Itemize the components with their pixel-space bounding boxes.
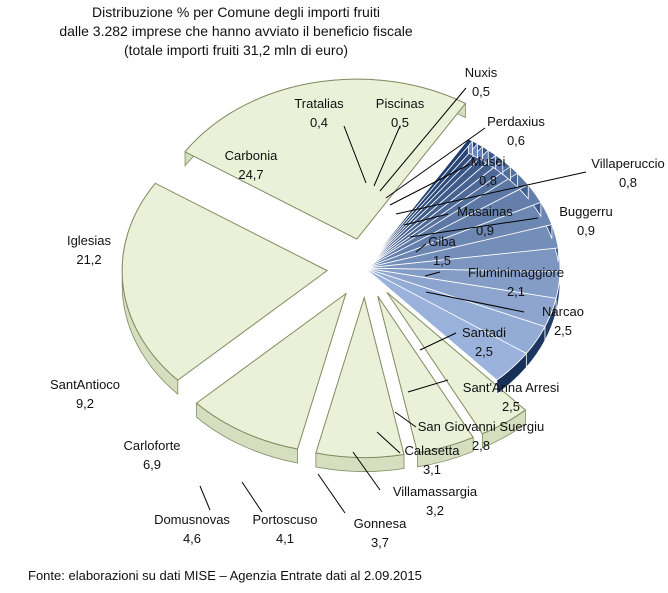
leader-line-sant-anna-arresi	[407, 379, 449, 393]
slice-carloforte	[315, 295, 405, 458]
label-name-masainas: Masainas	[457, 204, 513, 219]
label-name-nuxis: Nuxis	[465, 65, 498, 80]
leader-line-domusnovas	[199, 485, 211, 511]
leader-line-musei	[389, 163, 471, 206]
chart-title-line-3: (totale importi fruiti 31,2 mln di euro)	[124, 42, 348, 58]
label-name-sant-anna-arresi: Sant'Anna Arresi	[463, 380, 560, 395]
leader-line-san-giovanni-suergiu	[394, 411, 417, 428]
label-value-buggerru: 0,9	[577, 223, 595, 238]
label-value-gonnesa: 3,7	[371, 535, 389, 550]
label-name-domusnovas: Domusnovas	[154, 512, 230, 527]
slice-portoscuso	[386, 291, 527, 435]
label-name-narcao: Narcao	[542, 304, 584, 319]
leader-line-villaperuccio	[395, 171, 587, 215]
label-value-masainas: 0,9	[476, 223, 494, 238]
chart-title-line-1: Distribuzione % per Comune degli importi…	[92, 4, 380, 20]
label-value-villamassargia: 3,2	[426, 503, 444, 518]
label-value-domusnovas: 4,6	[183, 531, 201, 546]
leader-line-masainas	[403, 213, 449, 226]
label-value-musei: 0,8	[479, 173, 497, 188]
leader-line-nuxis	[379, 87, 467, 192]
slice-santantioco	[195, 292, 347, 450]
label-value-piscinas: 0,5	[391, 115, 409, 130]
leader-line-buggerru	[409, 217, 539, 238]
label-value-iglesias: 21,2	[76, 252, 101, 267]
label-name-villamassargia: Villamassargia	[393, 484, 478, 499]
leader-line-villamassargia	[352, 451, 381, 491]
label-name-san-giovanni-suergiu: San Giovanni Suergiu	[418, 419, 544, 434]
label-value-villaperuccio: 0,8	[619, 175, 637, 190]
label-name-gonnesa: Gonnesa	[354, 516, 408, 531]
leader-line-portoscuso	[241, 481, 263, 513]
label-value-calasetta: 3,1	[423, 462, 441, 477]
label-name-giba: Giba	[428, 234, 456, 249]
label-name-calasetta: Calasetta	[405, 443, 461, 458]
leader-line-calasetta	[376, 431, 401, 454]
slice-domusnovas	[377, 295, 474, 454]
label-value-santadi: 2,5	[475, 344, 493, 359]
label-value-san-giovanni-suergiu: 2,8	[472, 438, 490, 453]
label-value-perdaxius: 0,6	[507, 133, 525, 148]
leader-line-narcao	[425, 291, 525, 313]
leader-line-gonnesa	[317, 473, 346, 514]
label-name-tratalias: Tratalias	[294, 96, 344, 111]
label-name-santadi: Santadi	[462, 325, 506, 340]
leader-line-fluminimaggiore	[424, 271, 441, 277]
slice-labels: Carbonia 24,7 Iglesias 21,2 SantAntioco 9,2 Ca…	[50, 65, 665, 550]
label-name-santantioco: SantAntioco	[50, 377, 120, 392]
label-value-tratalias: 0,4	[310, 115, 328, 130]
chart-title: Distribuzione % per Comune degli importi…	[59, 4, 413, 58]
label-name-perdaxius: Perdaxius	[487, 114, 545, 129]
label-name-iglesias: Iglesias	[67, 233, 112, 248]
leader-line-piscinas	[373, 125, 401, 187]
label-value-portoscuso: 4,1	[276, 531, 294, 546]
chart-title-line-2: dalle 3.282 imprese che hanno avviato il…	[59, 23, 413, 39]
leader-line-tratalias	[343, 125, 367, 184]
label-value-sant-anna-arresi: 2,5	[502, 399, 520, 414]
label-value-giba: 1,5	[433, 253, 451, 268]
source-note: Fonte: elaborazioni su dati MISE – Agenz…	[28, 568, 422, 583]
slice-carbonia	[184, 78, 467, 240]
leader-lines	[199, 87, 587, 514]
slice-tratalias	[364, 138, 474, 269]
leader-line-perdaxius	[385, 127, 486, 199]
label-name-carloforte: Carloforte	[123, 438, 180, 453]
label-name-fluminimaggiore: Fluminimaggiore	[468, 265, 564, 280]
leader-line-santadi	[419, 332, 457, 351]
label-value-fluminimaggiore: 2,1	[507, 284, 525, 299]
label-name-portoscuso: Portoscuso	[252, 512, 317, 527]
label-value-santantioco: 9,2	[76, 396, 94, 411]
label-value-carbonia: 24,7	[238, 167, 263, 182]
leader-line-giba	[415, 243, 427, 253]
label-value-carloforte: 6,9	[143, 457, 161, 472]
label-value-narcao: 2,5	[554, 323, 572, 338]
label-name-buggerru: Buggerru	[559, 204, 612, 219]
slice-iglesias	[121, 182, 329, 381]
label-name-piscinas: Piscinas	[376, 96, 425, 111]
label-name-villaperuccio: Villaperuccio	[591, 156, 664, 171]
label-name-musei: Musei	[471, 154, 506, 169]
label-value-nuxis: 0,5	[472, 84, 490, 99]
pie-slices	[121, 78, 561, 472]
label-name-carbonia: Carbonia	[225, 148, 279, 163]
